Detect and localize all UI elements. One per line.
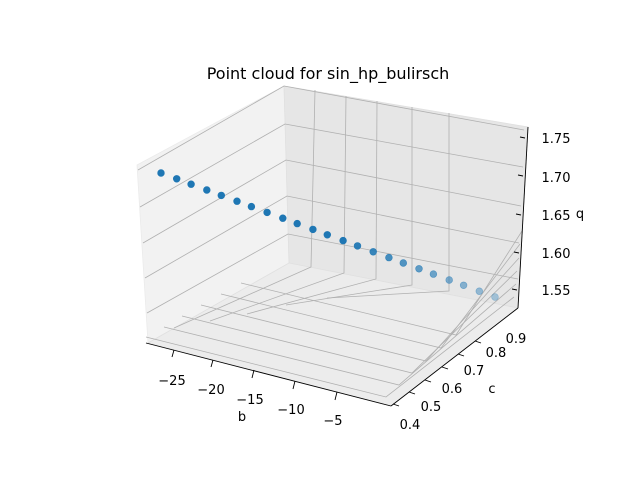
c-axis-label: c	[488, 382, 495, 397]
scatter-point	[157, 169, 165, 177]
scatter-point	[263, 208, 271, 217]
scatter-points	[157, 169, 499, 301]
c-tick-label: 0.8	[486, 346, 507, 361]
scatter-point	[475, 287, 483, 295]
scatter-point	[173, 175, 181, 183]
c-tick-label: 0.5	[421, 400, 442, 415]
scatter-point	[385, 253, 393, 262]
tick-marks	[171, 136, 526, 407]
scatter-point	[491, 293, 499, 301]
q-tick-label: 1.70	[542, 171, 571, 186]
scatter-point	[445, 276, 453, 284]
q-axis-line	[517, 126, 529, 309]
c-tick-label: 0.9	[506, 332, 527, 347]
scatter-point	[217, 191, 226, 200]
scatter-point	[399, 259, 407, 267]
c-tick-label: 0.4	[400, 418, 421, 433]
q-axis-tick-labels: 1.55 1.60 1.65 1.70 1.75	[542, 132, 571, 299]
scatter-point	[339, 236, 347, 245]
b-axis-tick-labels: −25 −20 −15 −10 −5	[158, 374, 342, 429]
q-tick-label: 1.65	[542, 209, 571, 224]
c-tick-label: 0.6	[442, 382, 463, 397]
axis-lines	[145, 126, 529, 407]
scatter-point	[203, 186, 211, 194]
scatter-point	[293, 219, 301, 228]
c-axis-tick-labels: 0.4 0.5 0.6 0.7 0.8 0.9	[400, 332, 527, 433]
c-tick-label: 0.7	[464, 364, 485, 379]
q-tick-label: 1.55	[542, 284, 571, 299]
b-tick-label: −20	[197, 383, 224, 398]
scatter-point	[233, 197, 241, 205]
b-tick-label: −5	[323, 414, 342, 429]
scatter-point	[323, 231, 331, 239]
scatter-point	[187, 180, 195, 188]
b-tick-label: −10	[277, 403, 304, 418]
scatter-point	[415, 265, 423, 273]
q-tick-label: 1.75	[542, 132, 571, 147]
scatter-point	[369, 248, 377, 256]
chart-title: Point cloud for sin_hp_bulirsch	[207, 64, 450, 84]
grid-lines	[137, 85, 525, 398]
scatter-point	[429, 270, 438, 278]
b-axis-label: b	[238, 410, 246, 425]
scatter-point	[353, 242, 362, 250]
b-tick-label: −25	[158, 374, 185, 389]
q-axis-label: q	[576, 207, 584, 222]
scatter-point	[459, 281, 468, 289]
scatter-point	[247, 202, 256, 211]
c-axis-line	[390, 307, 519, 407]
b-tick-label: −15	[236, 393, 263, 408]
b-axis-line	[145, 342, 392, 407]
q-tick-label: 1.60	[542, 247, 571, 262]
scatter-point	[279, 214, 287, 222]
scatter-point	[309, 225, 317, 234]
